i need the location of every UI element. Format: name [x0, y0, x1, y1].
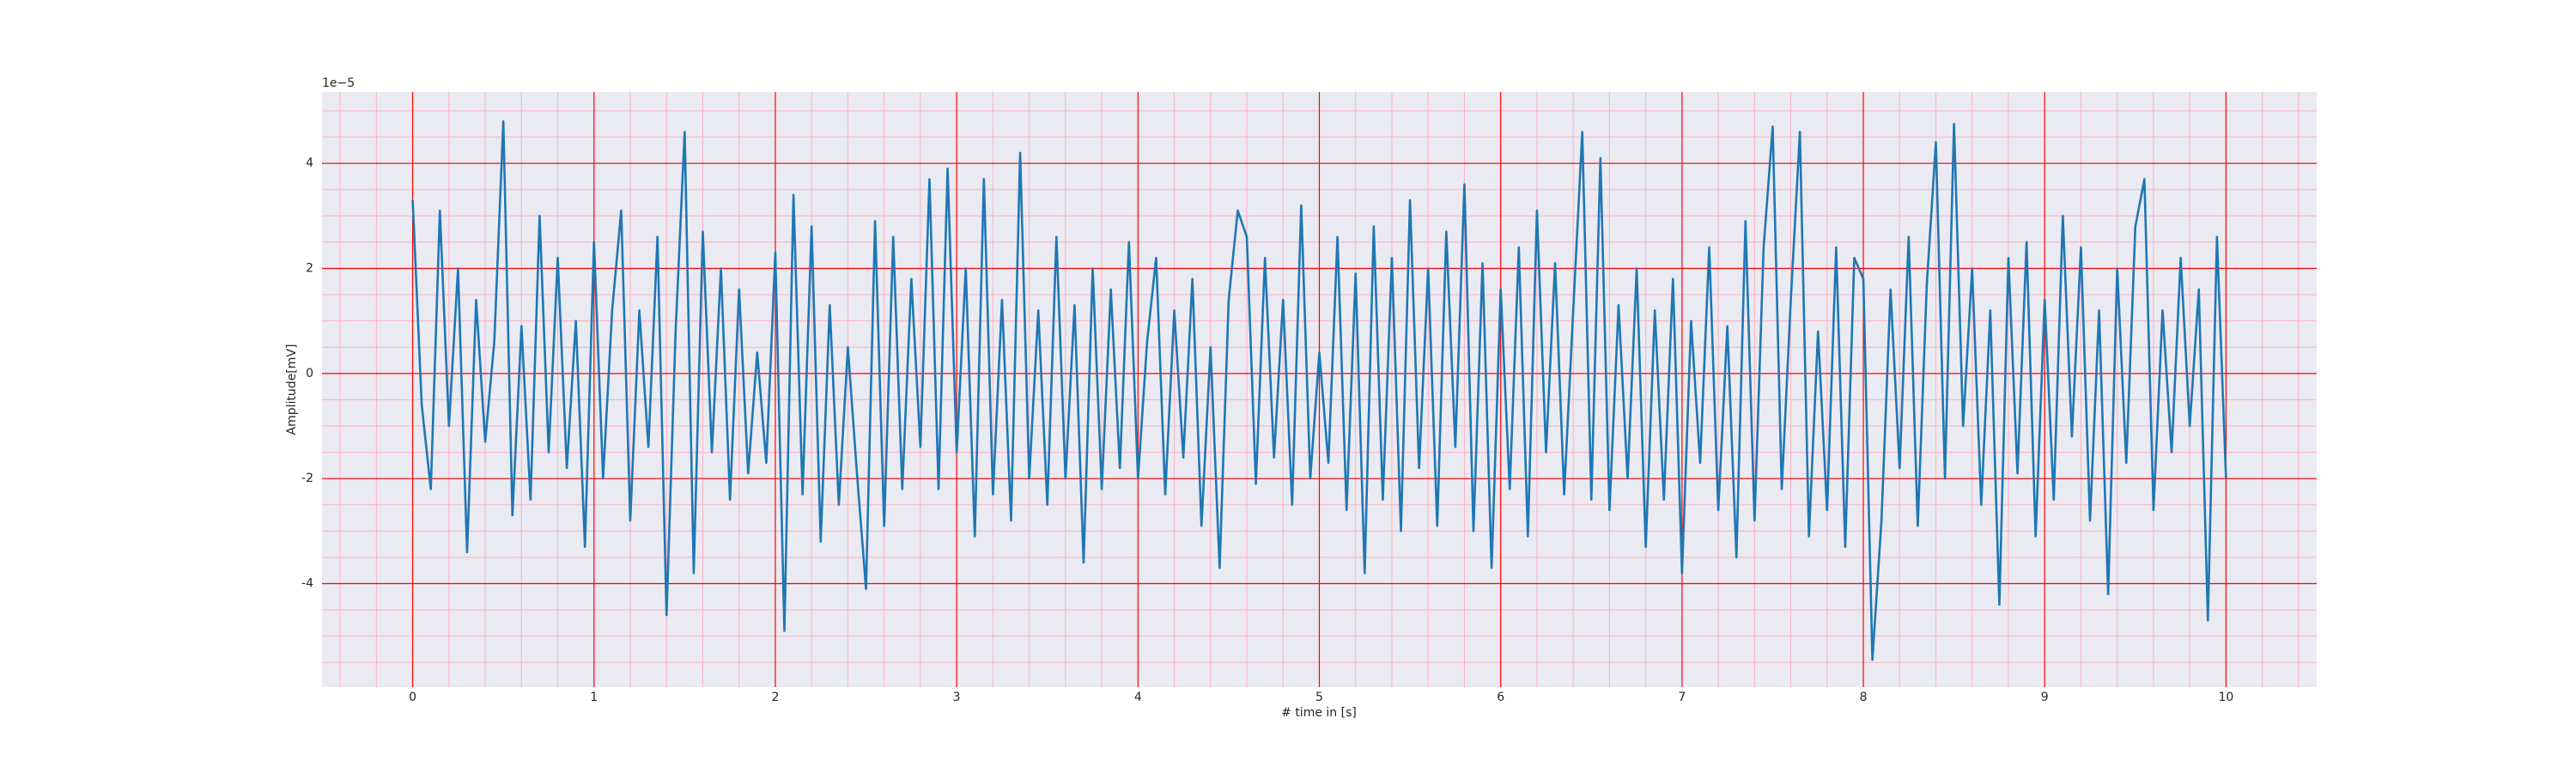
- y-tick-label: -2: [301, 472, 313, 485]
- y-tick-label: -4: [301, 577, 313, 591]
- x-tick-label: 3: [953, 691, 961, 704]
- x-tick-label: 8: [1860, 691, 1868, 704]
- y-tick-label: 2: [306, 262, 313, 276]
- x-tick-label: 2: [771, 691, 779, 704]
- x-tick-label: 1: [590, 691, 598, 704]
- x-tick-label: 7: [1678, 691, 1686, 704]
- y-tick-label: 4: [306, 156, 313, 170]
- labels: # time in [s] Amplitude[mV] 1e−5 0 1 2 3 4 5 6…: [285, 76, 2233, 720]
- marks: [411, 119, 2227, 661]
- x-tick-label: 6: [1497, 691, 1504, 704]
- grid: [322, 92, 2317, 687]
- x-tick-label: 9: [2041, 691, 2049, 704]
- y-tick-label: 0: [306, 367, 313, 380]
- signal-line: [411, 119, 2227, 661]
- y-axis-label: Amplitude[mV]: [285, 344, 299, 435]
- x-tick-label: 0: [409, 691, 416, 704]
- x-tick-label: 10: [2218, 691, 2233, 704]
- y-offset-label: 1e−5: [322, 76, 355, 90]
- x-tick-label: 5: [1315, 691, 1323, 704]
- x-axis-label: # time in [s]: [1281, 706, 1357, 720]
- x-tick-label: 4: [1134, 691, 1142, 704]
